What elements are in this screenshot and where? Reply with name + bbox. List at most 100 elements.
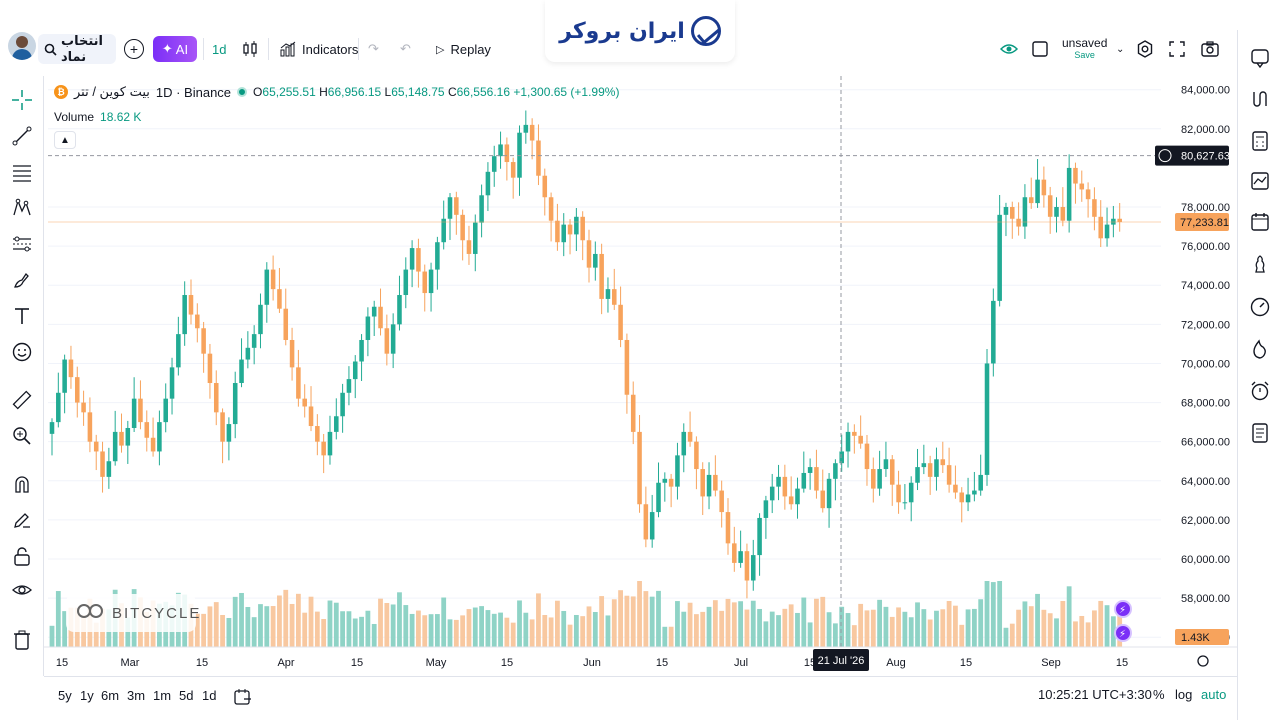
candle-body [624,339,630,395]
calendar-icon[interactable] [1248,210,1272,234]
price-tick-label: 72,000.00 [1181,319,1230,331]
price-chart[interactable]: 84,000.00 82,000.00 78,000.00 76,000.00 74,0… [44,76,1237,676]
volume-bar [984,581,990,647]
ruler-tool-icon[interactable] [10,388,34,412]
timezone-clock[interactable]: 10:25:21 UTC+3:30 [1038,687,1152,702]
volume-bar [321,618,327,647]
gauge-icon[interactable] [1248,295,1272,319]
lock-icon[interactable] [10,544,34,568]
undo-button[interactable]: ↶ [400,34,411,64]
volume-bar [504,617,510,647]
range-button-3m[interactable]: 3m [127,688,146,703]
avatar[interactable] [8,32,36,60]
alarm-clock-icon[interactable] [1248,379,1272,403]
volume-bar [687,602,693,647]
candle-body [814,467,819,491]
chess-icon[interactable] [1248,252,1272,276]
fire-icon[interactable] [1248,337,1272,361]
candle-body [315,426,320,442]
chart-panel-icon[interactable] [1248,169,1272,193]
volume-bar [1003,627,1009,647]
candle-body [599,253,604,299]
volume-bar [308,596,314,647]
hide-drawings-icon[interactable] [10,578,34,602]
range-button-1d[interactable]: 1d [202,688,217,703]
settings-button[interactable] [1136,34,1154,64]
symbol-search-button[interactable]: انتخاب نماد [38,33,116,64]
emoji-tool-icon[interactable] [10,340,34,364]
volume-bar [226,617,232,647]
chat-icon[interactable] [1248,46,1272,70]
stay-drawing-icon[interactable] [10,508,34,532]
range-button-5d[interactable]: 5d [179,688,194,703]
volume-bar [416,610,421,647]
volume-bar [927,619,933,647]
candle-body [352,361,358,380]
volume-bar [409,613,415,647]
text-tool-icon[interactable] [10,304,34,328]
fullscreen-button[interactable] [1169,34,1185,64]
candle-body [586,240,592,268]
replay-button[interactable]: ▷ Replay [436,34,491,64]
visibility-button[interactable] [1000,34,1018,64]
chart-type-button[interactable] [242,34,258,64]
redo-button[interactable]: ↷ [368,34,379,64]
range-button-1m[interactable]: 1m [153,688,172,703]
time-tick-label: 15 [56,657,68,669]
indicators-button[interactable]: Indicators [280,34,358,64]
candle-body [668,478,674,487]
candle-body [182,295,187,335]
swap-icon[interactable] [1248,87,1272,111]
magnet-tool-icon[interactable] [10,472,34,496]
range-button-6m[interactable]: 6m [101,688,120,703]
goto-date-button[interactable] [234,688,252,709]
candle-body [491,156,497,172]
volume-bar [567,624,573,647]
collapse-legend-button[interactable]: ▲ [54,131,76,149]
notes-icon[interactable] [1248,421,1272,445]
zoom-tool-icon[interactable] [10,424,34,448]
interval-button[interactable]: 1d [212,34,226,64]
fib-tool-icon[interactable] [10,160,34,184]
brush-tool-icon[interactable] [10,268,34,292]
volume-bar [725,598,731,647]
volume-bar [277,595,282,647]
snapshot-button[interactable] [1201,34,1219,64]
calculator-icon[interactable] [1248,129,1272,153]
candle-body [953,484,958,493]
crosshair-tool-icon[interactable] [10,88,34,112]
candle-body [555,220,560,243]
pattern-tool-icon[interactable] [10,196,34,220]
compare-button[interactable]: + [124,34,144,64]
candle-body [68,359,74,378]
volume-bar [371,623,377,647]
forecast-tool-icon[interactable] [10,232,34,256]
volume-bar [1022,601,1028,647]
candle-body [921,463,927,468]
candle-body [138,398,143,423]
candle-body [460,214,465,241]
save-layout-button[interactable]: unsaved Save [1062,36,1107,60]
candle-body [852,431,857,436]
volume-bar [93,622,99,647]
candle-body [1035,179,1040,204]
trendline-tool-icon[interactable] [10,124,34,148]
candle-body [289,339,295,368]
volume-bar [959,624,965,647]
layout-menu-button[interactable]: ⌄ [1116,34,1124,64]
auto-scale-button[interactable]: auto [1201,687,1227,702]
candle-body [409,248,415,270]
candle-body [397,295,402,325]
range-button-1y[interactable]: 1y [80,688,94,703]
ai-button[interactable]: ✦ AI [153,36,197,62]
candle-body [327,431,333,456]
range-button-5y[interactable]: 5y [58,688,72,703]
layout-button[interactable] [1032,34,1048,64]
chart-pane[interactable]: 84,000.00 82,000.00 78,000.00 76,000.00 74,0… [44,76,1237,676]
percent-scale-button[interactable]: % [1153,687,1165,702]
legend-symbol[interactable]: بیت کوین / تتر [74,84,150,99]
volume-bar [1092,610,1097,647]
log-scale-button[interactable]: log [1175,687,1193,702]
candle-body [946,465,952,485]
trash-icon[interactable] [10,628,34,652]
